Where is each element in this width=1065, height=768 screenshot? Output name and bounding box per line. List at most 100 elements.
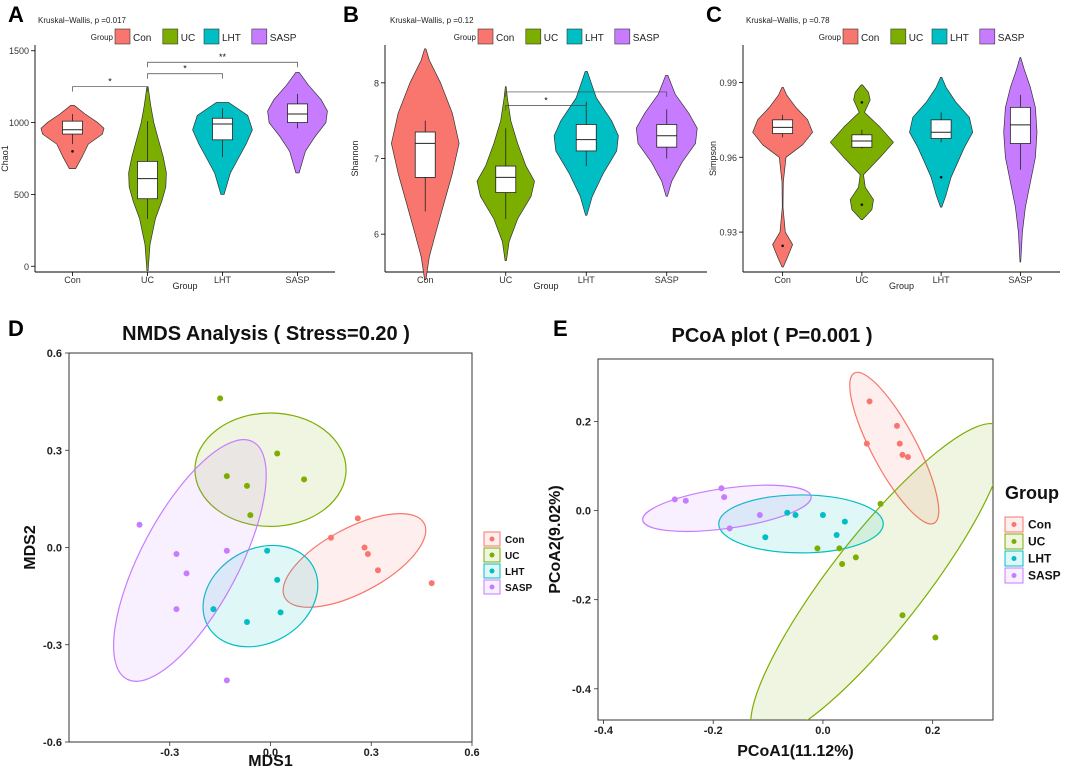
legend-label-uc: UC <box>909 33 923 44</box>
y-tick-label: -0.2 <box>572 595 591 607</box>
significance-bracket <box>147 73 223 79</box>
legend-label-uc: UC <box>505 551 519 562</box>
x-axis-title: Group <box>889 281 914 291</box>
x-tick-label: 0.0 <box>815 725 830 737</box>
boxplot-con <box>62 113 83 145</box>
y-tick-label: 6 <box>374 230 379 240</box>
point-lht <box>274 576 281 583</box>
legend-label-con: Con <box>505 535 524 546</box>
panel-letter-c: C <box>706 2 722 27</box>
point-sasp <box>718 485 725 492</box>
scatter-panel-d: NMDS Analysis ( Stress=0.20 ) -0.3 0.0 0.3 0… <box>22 323 533 768</box>
y-tick-label: 0.0 <box>47 543 62 555</box>
boxplot-sasp <box>1009 94 1031 170</box>
outlier-point <box>71 150 74 153</box>
outlier-point <box>860 101 864 104</box>
legend-title: Group <box>819 33 842 42</box>
x-tick-label-sasp: SASP <box>1008 275 1032 285</box>
point-con <box>428 580 435 587</box>
box <box>495 165 517 193</box>
legend-label-sasp: SASP <box>633 33 660 44</box>
significance-label: * <box>108 77 112 87</box>
plot-frame <box>597 358 994 721</box>
y-tick-label: -0.3 <box>43 640 62 652</box>
point-sasp <box>183 570 190 577</box>
x-tick-label: 0.0 <box>263 747 278 759</box>
boxplot-uc <box>137 121 158 219</box>
legend-key-con <box>842 28 859 45</box>
y-axis-title: MDS2 <box>22 525 39 570</box>
y-tick-label: 0.0 <box>576 506 591 518</box>
legend-key-sasp <box>979 28 996 45</box>
box <box>137 160 158 200</box>
legend-title: Group <box>454 33 477 42</box>
stat-text: Kruskal–Wallis, p =0.12 <box>390 16 474 25</box>
significance-label: * <box>183 64 187 74</box>
y-tick-label: -0.4 <box>572 684 592 696</box>
point-con <box>364 550 371 557</box>
significance-bracket <box>505 105 587 111</box>
plot-area <box>113 395 435 684</box>
x-tick-label-lht: LHT <box>933 275 951 285</box>
point-lht <box>210 606 217 613</box>
significance-bracket <box>147 61 298 68</box>
point-lht <box>792 511 799 518</box>
x-tick-label-sasp: SASP <box>285 275 309 285</box>
point-sasp <box>671 496 678 503</box>
point-lht <box>841 518 848 525</box>
legend-title: Group <box>1005 483 1059 503</box>
panel-letter-e: E <box>553 316 568 341</box>
point-lht <box>819 511 826 518</box>
x-tick-label: -0.2 <box>704 725 723 737</box>
y-tick-label: 0 <box>24 262 29 272</box>
y-tick-label: 0.6 <box>47 348 62 360</box>
ellipse-con <box>849 371 940 525</box>
boxplot-con <box>414 120 436 212</box>
legend-key-con <box>477 28 494 45</box>
y-tick-label: 0.93 <box>719 228 737 238</box>
ellipse-uc <box>750 422 993 720</box>
outlier-point <box>860 203 864 206</box>
point-uc <box>274 450 281 457</box>
boxplot-lht <box>212 108 233 158</box>
point-uc <box>814 545 821 552</box>
point-con <box>361 544 368 551</box>
legend-title: Group <box>91 33 114 42</box>
legend-label-uc: UC <box>181 33 195 44</box>
y-axis-title: PCoA2(9.02%) <box>547 485 564 593</box>
y-tick-label: 500 <box>14 190 29 200</box>
point-sasp <box>756 511 763 518</box>
x-tick-label-uc: UC <box>141 275 154 285</box>
ellipse-con <box>282 513 427 608</box>
x-tick-label: 0.3 <box>364 747 379 759</box>
x-tick-label: 0.6 <box>464 747 479 759</box>
point-lht <box>277 609 284 616</box>
legend-dot-sasp <box>489 584 495 590</box>
legend-dot-con <box>1011 522 1017 527</box>
violin-panel-a: Kruskal–Wallis, p =0.017 Group Con UC LHT SAS… <box>0 16 335 291</box>
point-con <box>374 567 381 574</box>
legend-key-sasp <box>614 28 631 45</box>
y-tick-label: 1000 <box>9 118 29 128</box>
ellipse-sasp <box>113 439 267 682</box>
legend-key-sasp <box>251 28 268 45</box>
box <box>575 124 597 152</box>
point-uc <box>301 476 308 483</box>
point-sasp <box>223 547 230 554</box>
y-axis-title: Chao1 <box>0 145 10 172</box>
legend-dot-lht <box>1011 556 1017 561</box>
point-con <box>863 440 870 447</box>
y-tick-label: 0.3 <box>47 445 62 457</box>
box <box>772 119 794 134</box>
legend-label-sasp: SASP <box>1028 569 1061 583</box>
point-lht <box>762 534 769 541</box>
y-axis-title: Shannon <box>350 140 360 176</box>
violin-con <box>752 87 813 268</box>
point-uc <box>247 512 254 519</box>
y-tick-label: 0.96 <box>719 153 737 163</box>
legend-dot-uc <box>1011 539 1017 544</box>
violin-panel-b: Kruskal–Wallis, p =0.12 Group Con UC LHT SASP… <box>350 16 707 291</box>
point-uc <box>852 554 859 561</box>
x-tick-label-sasp: SASP <box>655 275 679 285</box>
point-con <box>893 422 900 429</box>
